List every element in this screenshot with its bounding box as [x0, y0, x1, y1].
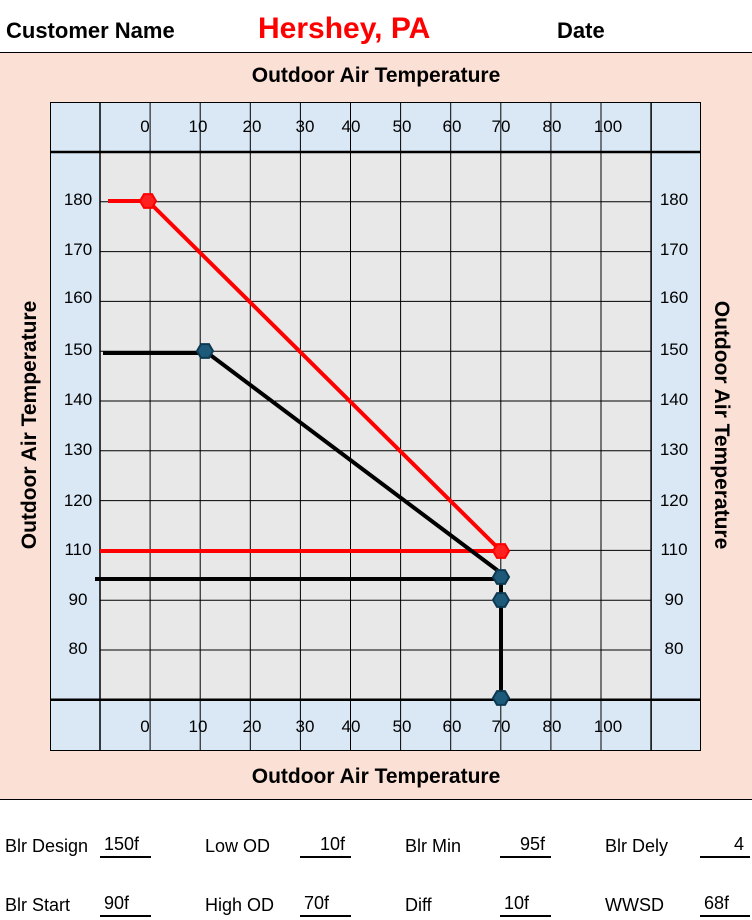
field-value[interactable]: 70f — [300, 893, 351, 917]
y-tick-left: 110 — [64, 540, 92, 559]
x-tick-bottom: 0 — [140, 717, 150, 736]
field-label: Blr Start — [5, 895, 71, 915]
field-label: Blr Min — [405, 836, 462, 856]
blue-marker — [491, 690, 511, 706]
y-tick-left: 180 — [63, 190, 93, 209]
date-label: Date — [557, 18, 605, 43]
y-tick-left: 90 — [68, 590, 88, 609]
x-tick-top: 60 — [442, 117, 462, 136]
y-tick-right: 170 — [659, 240, 689, 259]
field-value[interactable]: 4 — [700, 834, 750, 858]
field-label: Low OD — [205, 836, 271, 856]
field-value[interactable]: 90f — [100, 893, 151, 917]
x-tick-bottom: 30 — [295, 717, 315, 736]
x-tick-bottom: 80 — [542, 717, 562, 736]
x-tick-bottom: 60 — [442, 717, 462, 736]
blue-marker — [491, 592, 511, 608]
red-marker — [138, 193, 158, 209]
blue-marker — [195, 343, 215, 359]
field-label: High OD — [205, 895, 275, 915]
field-label: WWSD — [605, 895, 664, 915]
x-tick-bottom: 10 — [188, 717, 208, 736]
y-tick-right: 80 — [664, 639, 684, 658]
y-tick-right: 120 — [659, 491, 689, 510]
x-tick-top: 80 — [542, 117, 562, 136]
red-series-line — [146, 199, 503, 553]
field-value[interactable]: 95f — [500, 834, 551, 858]
field-value[interactable]: 68f — [700, 893, 750, 917]
x-tick-top: 0 — [140, 117, 150, 136]
y-tick-right: 90 — [664, 590, 684, 609]
customer-name-label: Customer Name — [6, 18, 175, 43]
blue-marker — [491, 569, 511, 585]
y-tick-left: 120 — [63, 491, 93, 510]
y-tick-right: 130 — [659, 440, 689, 459]
x-tick-top: 10 — [188, 117, 208, 136]
y-tick-left: 80 — [68, 639, 88, 658]
field-label: Diff — [405, 895, 432, 915]
x-tick-top: 30 — [295, 117, 315, 136]
y-tick-left: 150 — [63, 340, 93, 359]
customer-name-value[interactable]: Hershey, PA — [258, 12, 431, 45]
y-tick-right: 180 — [659, 190, 689, 209]
red-marker — [491, 543, 511, 559]
x-tick-bottom: 20 — [242, 717, 262, 736]
x-tick-top: 40 — [341, 117, 361, 136]
y-tick-right: 160 — [659, 288, 689, 307]
x-tick-top: 100 — [593, 117, 623, 136]
x-tick-bottom: 100 — [593, 717, 623, 736]
x-tick-bottom: 40 — [341, 717, 361, 736]
y-tick-right: 110 — [660, 540, 688, 559]
y-tick-left: 140 — [63, 390, 93, 409]
field-value[interactable]: 10f — [300, 834, 351, 858]
chart-title-top: Outdoor Air Temperature — [251, 64, 501, 87]
chart-title-bottom: Outdoor Air Temperature — [251, 765, 501, 788]
x-tick-bottom: 70 — [491, 717, 511, 736]
field-value[interactable]: 150f — [100, 834, 151, 858]
x-tick-top: 20 — [242, 117, 262, 136]
y-tick-left: 170 — [63, 240, 93, 259]
field-label: Blr Design — [5, 836, 89, 856]
y-tick-left: 160 — [63, 288, 93, 307]
y-tick-right: 150 — [659, 340, 689, 359]
x-tick-top: 50 — [392, 117, 412, 136]
x-tick-bottom: 50 — [392, 717, 412, 736]
x-tick-top: 70 — [491, 117, 511, 136]
y-tick-right: 140 — [659, 390, 689, 409]
y-tick-left: 130 — [63, 440, 93, 459]
field-value[interactable]: 10f — [500, 893, 551, 917]
field-label: Blr Dely — [605, 836, 669, 856]
